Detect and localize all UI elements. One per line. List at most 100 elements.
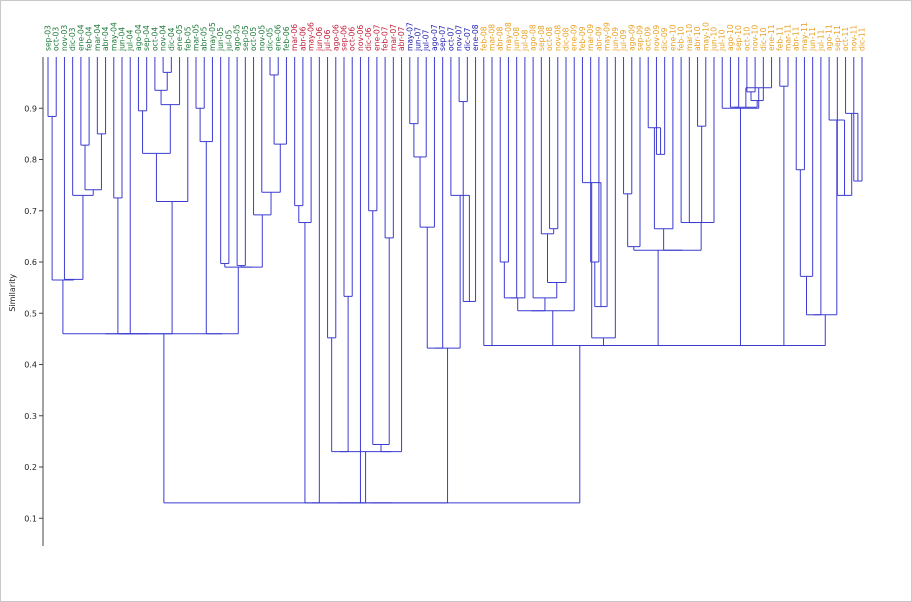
merge-link-11 xyxy=(160,57,181,106)
merge-link-19 xyxy=(220,57,230,265)
leaf-label-93: jun-11 xyxy=(808,27,817,52)
leaf-label-35: ago-06 xyxy=(331,24,340,51)
y-tick-label-4: 0.5 xyxy=(24,309,37,318)
merge-link-7 xyxy=(113,57,123,199)
leaf-label-86: nov-10 xyxy=(751,25,760,51)
leaf-label-42: mar-07 xyxy=(389,24,398,51)
merge-link-23 xyxy=(261,57,281,193)
leaf-label-65: feb-09 xyxy=(578,26,587,51)
merge-link-68 xyxy=(653,57,674,230)
leaf-label-29: feb-06 xyxy=(282,26,291,51)
merge-link-4 xyxy=(72,57,94,196)
merge-link-74 xyxy=(633,246,683,251)
leaf-label-67: abr-09 xyxy=(594,26,603,51)
merge-link-96 xyxy=(483,57,676,347)
merge-link-13 xyxy=(142,104,171,154)
leaf-label-28: ene-06 xyxy=(274,24,283,51)
leaf-label-33: jun-06 xyxy=(315,27,324,52)
merge-link-75 xyxy=(729,57,740,108)
leaf-label-44: may-07 xyxy=(405,22,414,51)
merge-link-12 xyxy=(137,57,148,112)
y-tick-label-5: 0.6 xyxy=(24,258,37,267)
leaf-label-83: ago-10 xyxy=(726,24,735,51)
leaf-label-48: sep-07 xyxy=(438,25,447,51)
leaf-label-82: jul-10 xyxy=(718,29,727,52)
leaf-label-51: dic-07 xyxy=(463,27,472,51)
leaf-label-30: mar-06 xyxy=(290,24,299,51)
merge-link-45 xyxy=(426,57,444,349)
leaf-label-27: dic-05 xyxy=(266,27,275,51)
leaf-label-88: ene-11 xyxy=(767,24,776,51)
merge-link-3 xyxy=(84,133,102,191)
leaf-label-54: mar-08 xyxy=(488,24,497,51)
merge-link-22 xyxy=(273,57,287,145)
merge-link-77 xyxy=(750,57,764,102)
leaf-label-92: may-11 xyxy=(800,22,809,51)
merge-link-32 xyxy=(327,57,337,339)
merge-link-25 xyxy=(240,214,263,268)
merge-link-16 xyxy=(62,279,149,335)
leaf-label-24: sep-05 xyxy=(241,25,250,51)
merge-link-83 xyxy=(552,310,652,347)
leaf-label-89: feb-11 xyxy=(775,26,784,51)
leaf-label-63: dic-08 xyxy=(562,27,571,51)
leaf-label-99: dic-11 xyxy=(858,27,867,51)
merge-link-34 xyxy=(331,296,349,453)
y-tick-label-6: 0.7 xyxy=(24,207,37,216)
leaf-label-20: may-05 xyxy=(208,22,217,51)
leaf-label-66: mar-09 xyxy=(586,24,595,51)
merge-link-27 xyxy=(205,141,239,335)
merge-link-57 xyxy=(510,57,526,299)
merge-link-81 xyxy=(657,108,741,347)
leaf-label-49: oct-07 xyxy=(446,27,455,51)
leaf-label-34: jul-06 xyxy=(323,29,332,52)
merge-link-53 xyxy=(547,57,567,283)
merge-link-87 xyxy=(799,57,814,277)
merge-link-29 xyxy=(294,57,304,207)
leaf-label-16: ene-05 xyxy=(175,24,184,51)
merge-link-9 xyxy=(162,57,172,73)
leaf-label-59: ago-08 xyxy=(529,24,538,51)
merge-link-55 xyxy=(499,57,509,263)
merge-link-2 xyxy=(96,57,107,135)
leaf-label-78: mar-10 xyxy=(685,24,694,51)
y-tick-label-3: 0.4 xyxy=(24,361,37,370)
leaf-label-77: feb-10 xyxy=(677,26,686,51)
leaf-label-68: may-09 xyxy=(603,22,612,51)
merge-link-82 xyxy=(603,337,700,347)
y-tick-label-7: 0.8 xyxy=(24,156,37,165)
merge-link-15 xyxy=(124,201,173,335)
leaf-label-85: oct-10 xyxy=(742,27,751,51)
merge-link-46 xyxy=(458,57,468,103)
merge-link-44 xyxy=(419,57,435,228)
leaf-label-9: jun-04 xyxy=(118,27,127,52)
merge-link-69 xyxy=(697,57,707,127)
leaf-label-36: sep-06 xyxy=(340,25,349,51)
leaf-label-70: jul-09 xyxy=(619,29,628,52)
merge-link-18 xyxy=(199,57,213,143)
merge-link-51 xyxy=(549,57,559,230)
leaf-label-8: may-04 xyxy=(109,22,118,51)
merge-link-33 xyxy=(343,57,353,297)
leaf-label-95: ago-11 xyxy=(825,24,834,51)
leaf-label-84: sep-10 xyxy=(734,25,743,51)
leaf-label-53: feb-08 xyxy=(479,26,488,51)
merge-link-54 xyxy=(532,57,558,299)
leaf-label-46: jul-07 xyxy=(422,29,431,52)
merge-link-42 xyxy=(409,57,419,125)
merge-link-6 xyxy=(51,116,75,281)
merge-link-64 xyxy=(623,57,633,195)
leaf-label-39: dic-06 xyxy=(364,27,373,51)
leaf-label-21: jun-05 xyxy=(216,27,225,52)
merge-link-85 xyxy=(779,57,789,87)
merge-link-8 xyxy=(117,57,131,335)
merge-link-65 xyxy=(627,57,641,248)
leaf-label-57: jun-08 xyxy=(512,27,521,52)
merge-link-86 xyxy=(795,57,805,171)
merge-link-1 xyxy=(80,57,90,146)
leaf-label-11: ago-04 xyxy=(134,24,143,51)
leaf-label-81: jun-10 xyxy=(710,27,719,52)
leaf-label-15: dic-04 xyxy=(167,27,176,51)
merge-link-14 xyxy=(155,57,189,203)
